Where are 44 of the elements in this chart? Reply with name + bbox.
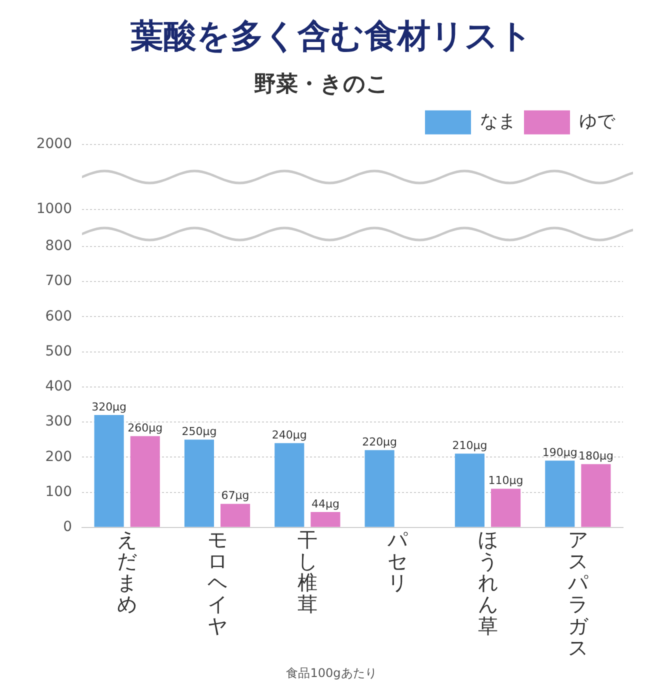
data-label: 220μg: [362, 435, 398, 448]
x-tick-label: えだまめ: [117, 527, 138, 616]
data-label: 250μg: [182, 424, 217, 438]
y-tick-label: 500: [45, 343, 72, 360]
data-label: 44μg: [311, 497, 340, 510]
chart-subtitle: 野菜・きのこ: [254, 72, 389, 97]
x-tick-label: 干し椎茸: [297, 527, 318, 616]
y-tick-label: 1000: [36, 201, 72, 218]
y-tick-label: 300: [45, 414, 72, 430]
data-label: 240μg: [272, 428, 307, 442]
y-tick-label: 200: [45, 448, 72, 465]
data-label: 180μg: [578, 450, 614, 463]
bar: [581, 464, 611, 527]
bar: [94, 415, 124, 527]
y-tick-label: 2000: [36, 136, 72, 152]
bar: [454, 454, 485, 527]
y-tick-label: 100: [45, 484, 72, 500]
legend-label: なま: [480, 111, 516, 132]
text: 食品100gあたり: [285, 665, 378, 682]
chart-title: 葉酸を多く含む食材リスト: [130, 15, 534, 57]
bar: [184, 440, 214, 527]
data-label: 320μg: [92, 400, 127, 414]
data-label: 67μg: [221, 489, 250, 502]
bar: [545, 460, 575, 527]
x-tick-label: モロヘイヤ: [207, 527, 228, 638]
legend-label: ゆで: [579, 111, 616, 132]
y-tick-label: 0: [63, 519, 72, 536]
data-label: 210μg: [452, 438, 488, 452]
bar: [310, 512, 340, 527]
bar: [130, 436, 160, 527]
x-tick-label: パセリ: [386, 527, 409, 595]
bar: [490, 488, 521, 527]
x-tick-label: アスパラガス: [566, 527, 589, 660]
y-tick-label: 700: [45, 273, 72, 290]
bar: [364, 450, 394, 527]
y-tick-label: 800: [45, 238, 72, 254]
data-label: 260μg: [128, 421, 163, 434]
bar: [220, 504, 250, 527]
bar: [274, 443, 304, 527]
y-tick-label: 400: [45, 378, 72, 395]
x-tick-label: ほうれん草: [478, 527, 498, 638]
y-tick-label: 600: [45, 308, 72, 324]
data-label: 190μg: [542, 446, 578, 460]
data-label: 110μg: [488, 474, 524, 488]
